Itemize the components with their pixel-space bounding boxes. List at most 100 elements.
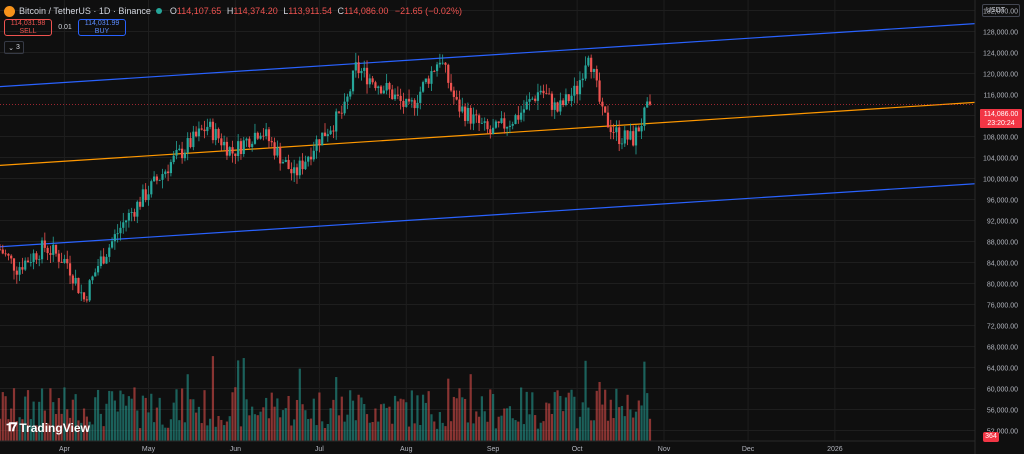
indicators-toggle[interactable]: ⌄ 3	[4, 41, 24, 54]
candle-body	[26, 260, 30, 263]
buy-button[interactable]: 114,031.99 BUY	[78, 19, 126, 36]
candle-body	[195, 131, 198, 137]
y-tick-label: 60,000.00	[987, 387, 1018, 394]
candle-body	[508, 125, 512, 127]
candle-body	[256, 132, 259, 139]
candle-body	[447, 64, 450, 83]
volume-bar	[503, 408, 506, 441]
volume-bar	[545, 402, 548, 441]
candle-body	[245, 138, 248, 141]
candle-body	[265, 129, 268, 137]
trade-panel: 114,031.98 SELL 0.01 114,031.99 BUY	[4, 19, 126, 36]
candle-body	[472, 114, 475, 124]
candle-body	[253, 132, 257, 144]
candle-body	[629, 131, 632, 140]
candle-body	[60, 261, 63, 263]
volume-bar	[122, 394, 125, 441]
y-tick-label: 80,000.00	[987, 282, 1018, 289]
candle-body	[186, 138, 189, 153]
candle-body	[12, 258, 16, 271]
y-tick-label: 56,000.00	[987, 408, 1018, 415]
volume-bar	[592, 420, 596, 441]
candle-body	[531, 98, 534, 100]
volume-bar	[181, 388, 184, 441]
candle-body	[68, 263, 72, 276]
candle-body	[388, 82, 391, 90]
volume-bar	[615, 388, 618, 441]
volume-bar	[82, 408, 86, 441]
volume-bar	[141, 395, 144, 441]
candle-body	[315, 139, 318, 151]
volume-bar	[225, 421, 229, 441]
candle-body	[346, 96, 349, 102]
volume-bar	[461, 397, 464, 441]
volume-bar	[315, 425, 318, 441]
candle-body	[287, 159, 290, 170]
volume-bar	[492, 394, 495, 441]
candle-body	[618, 127, 621, 145]
volume-bar	[494, 428, 498, 441]
candle-body	[220, 138, 223, 146]
tradingview-logo[interactable]: 𝟏𝟕 TradingView	[6, 420, 90, 435]
volume-bar	[534, 415, 537, 441]
candle-body	[640, 126, 643, 132]
x-tick-label: 2026	[827, 446, 843, 453]
candle-body	[365, 67, 369, 85]
volume-bar	[438, 412, 441, 441]
x-tick-label: Aug	[400, 446, 413, 453]
volume-bar	[480, 396, 483, 441]
candle-body	[620, 143, 624, 145]
candle-body	[444, 62, 447, 65]
volume-bar	[393, 395, 397, 441]
candle-body	[360, 70, 363, 74]
candle-body	[15, 270, 18, 275]
candle-body	[374, 82, 377, 89]
candle-body	[410, 100, 413, 102]
candle-body	[562, 100, 565, 106]
candle-body	[391, 89, 394, 100]
currency-selector[interactable]: USDT	[982, 4, 1020, 17]
trend-lines	[0, 23, 976, 248]
volume-bar	[206, 425, 209, 441]
y-tick-label: 100,000.00	[983, 177, 1018, 184]
volume-bar	[214, 426, 217, 441]
volume-bar	[108, 390, 111, 441]
volume-bar	[46, 423, 49, 441]
candle-body	[147, 194, 150, 201]
candle-body	[449, 82, 453, 91]
volume-bar	[242, 358, 245, 441]
volume-bar	[388, 406, 391, 441]
volume-bar	[556, 390, 559, 441]
candle-body	[492, 127, 495, 135]
volume-bar	[301, 404, 304, 441]
volume-bar	[217, 416, 220, 441]
candle-body	[1, 249, 4, 254]
candle-body	[211, 121, 215, 141]
candle-body	[181, 148, 184, 159]
candle-body	[217, 128, 220, 139]
y-tick-label: 124,000.00	[983, 51, 1018, 58]
volume-bar	[32, 401, 35, 441]
volume-bar	[427, 391, 430, 441]
sell-button[interactable]: 114,031.98 SELL	[4, 19, 52, 36]
candle-body	[183, 152, 187, 159]
candle-body	[262, 135, 265, 137]
volume-bar	[472, 423, 475, 441]
volume-bar	[489, 389, 492, 441]
candle-body	[239, 141, 243, 154]
volume-bar	[248, 415, 251, 441]
candle-body	[24, 260, 27, 270]
tradingview-logo-icon: 𝟏𝟕	[6, 420, 17, 434]
volume-bar	[43, 410, 46, 441]
candle-body	[393, 94, 397, 100]
candle-body	[553, 102, 556, 110]
volume-bar	[231, 392, 234, 441]
volume-bar	[0, 418, 2, 441]
candle-body	[158, 179, 161, 181]
candle-body	[615, 127, 618, 133]
symbol-title[interactable]: Bitcoin / TetherUS · 1D · Binance	[19, 6, 151, 16]
volume-bar	[270, 392, 273, 441]
volume-bars	[0, 356, 652, 441]
volume-bar	[363, 404, 366, 441]
